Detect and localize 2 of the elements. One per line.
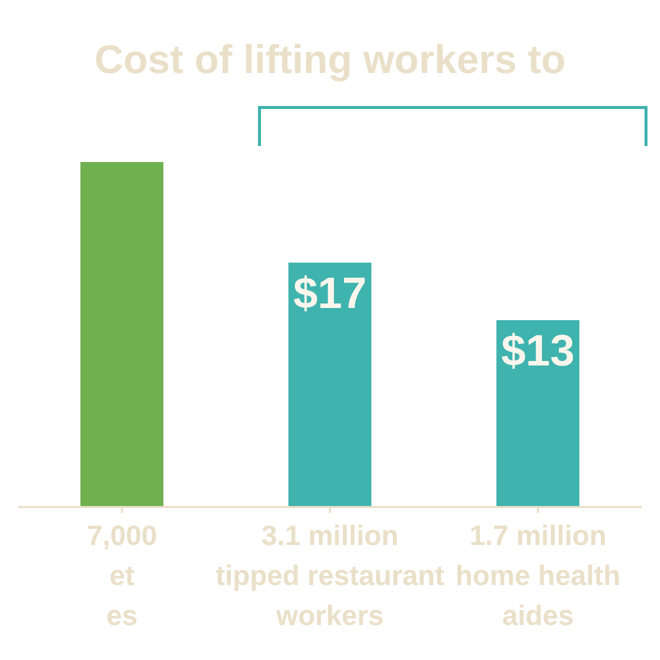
data-label: $13 [501,326,575,376]
data-label: $17 [293,268,367,318]
